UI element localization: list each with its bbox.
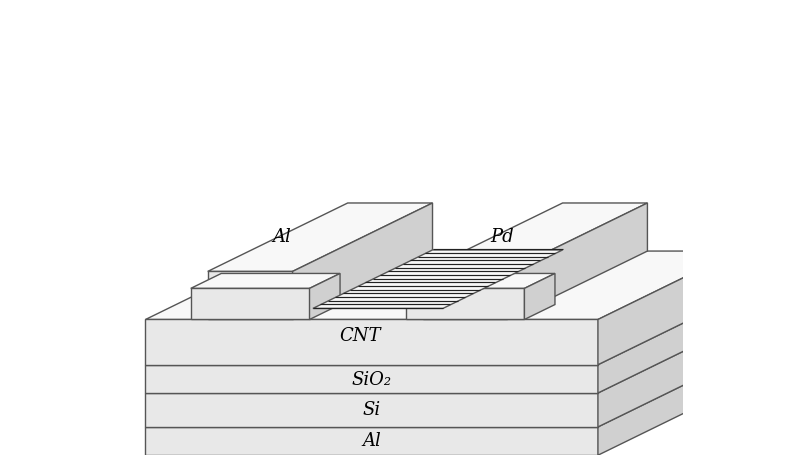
Polygon shape <box>146 320 598 365</box>
Polygon shape <box>190 289 310 320</box>
Polygon shape <box>146 325 738 393</box>
Text: Pd: Pd <box>490 228 514 246</box>
Polygon shape <box>598 296 738 393</box>
Polygon shape <box>190 273 340 289</box>
Text: Al: Al <box>362 432 381 450</box>
Polygon shape <box>422 203 647 272</box>
Polygon shape <box>406 273 555 289</box>
Polygon shape <box>146 359 738 427</box>
Polygon shape <box>598 325 738 427</box>
Polygon shape <box>406 289 525 320</box>
Polygon shape <box>146 427 598 455</box>
Polygon shape <box>146 251 738 320</box>
Polygon shape <box>293 203 433 320</box>
Polygon shape <box>146 393 598 427</box>
Text: CNT: CNT <box>339 327 381 345</box>
Polygon shape <box>598 359 738 455</box>
Text: Al: Al <box>273 228 291 246</box>
Polygon shape <box>146 365 598 393</box>
Polygon shape <box>146 296 738 365</box>
Polygon shape <box>208 203 433 272</box>
Polygon shape <box>422 272 507 320</box>
Polygon shape <box>313 250 562 308</box>
Polygon shape <box>598 251 738 365</box>
Polygon shape <box>507 203 647 320</box>
Text: SiO₂: SiO₂ <box>352 371 392 389</box>
Polygon shape <box>310 273 340 320</box>
Polygon shape <box>525 273 555 320</box>
Text: Si: Si <box>362 401 381 419</box>
Polygon shape <box>208 272 293 320</box>
